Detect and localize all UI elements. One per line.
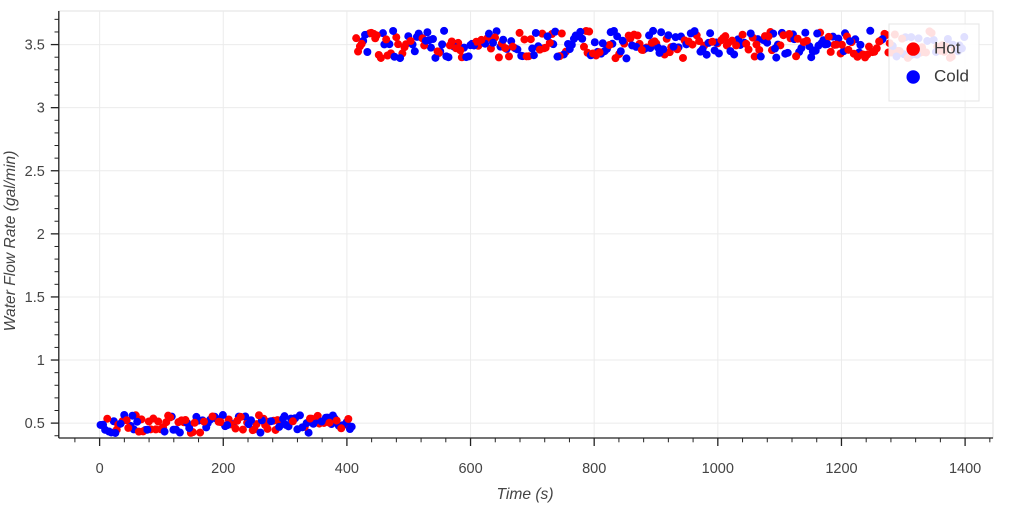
svg-text:1.5: 1.5 [25, 290, 45, 306]
svg-text:400: 400 [335, 461, 359, 477]
svg-text:3.5: 3.5 [25, 38, 45, 54]
svg-text:1: 1 [37, 353, 45, 369]
svg-text:Hot: Hot [934, 39, 961, 58]
svg-text:0: 0 [96, 461, 104, 477]
svg-text:0.5: 0.5 [25, 416, 45, 432]
svg-text:2: 2 [37, 227, 45, 243]
svg-text:800: 800 [582, 461, 606, 477]
svg-text:Time (s): Time (s) [496, 486, 553, 503]
svg-text:200: 200 [211, 461, 235, 477]
svg-text:1200: 1200 [825, 461, 857, 477]
svg-text:Water Flow Rate (gal/min): Water Flow Rate (gal/min) [2, 151, 19, 332]
svg-text:2.5: 2.5 [25, 164, 45, 180]
svg-text:1000: 1000 [702, 461, 734, 477]
svg-text:1400: 1400 [949, 461, 981, 477]
svg-text:3: 3 [37, 101, 45, 117]
svg-text:Cold: Cold [934, 66, 969, 85]
svg-text:600: 600 [458, 461, 482, 477]
